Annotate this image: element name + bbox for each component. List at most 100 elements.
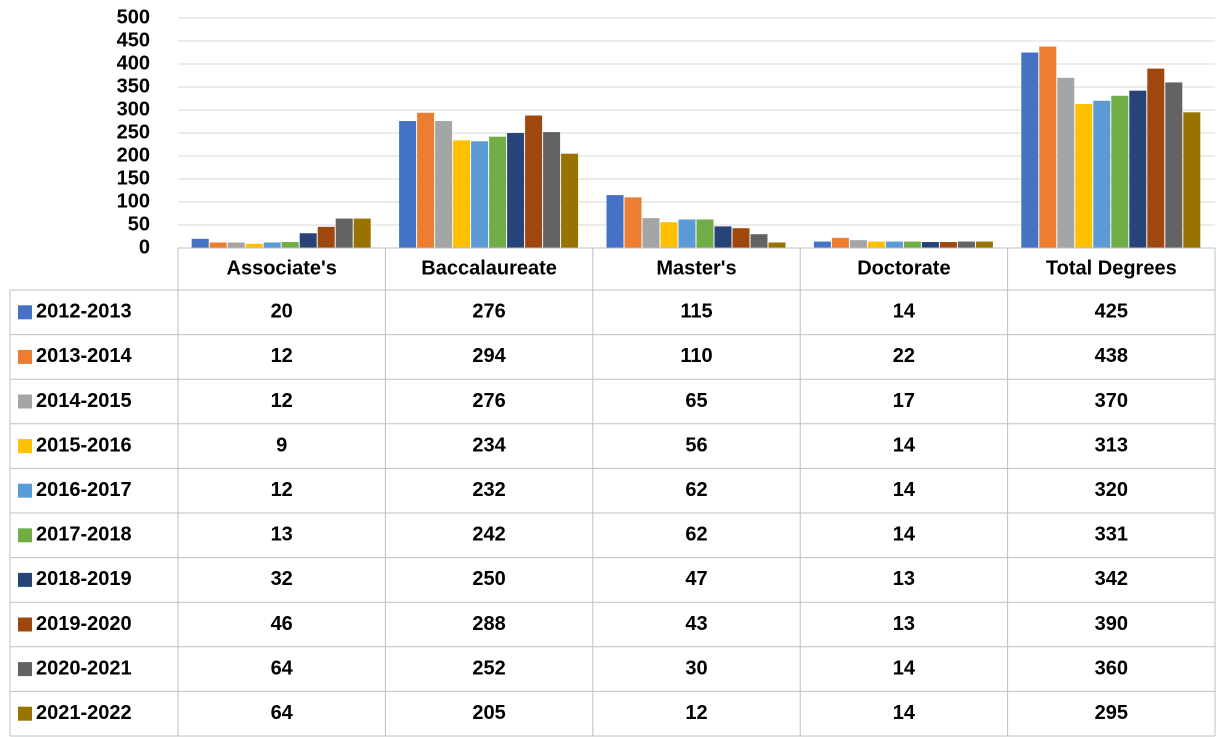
table-value: 390 [1095,613,1128,635]
bar [732,228,750,248]
table-value: 370 [1095,390,1128,412]
table-value: 342 [1095,568,1128,590]
bar [209,242,227,248]
legend-label: 2016-2017 [36,479,132,501]
bar [263,242,281,248]
bar [1111,95,1129,249]
table-value: 115 [680,301,712,323]
table-value: 234 [472,434,506,456]
table-value: 110 [680,345,712,367]
bar [525,115,543,249]
bar [1147,68,1165,248]
table-value: 425 [1095,301,1128,323]
bar [903,241,921,248]
bar [642,218,660,248]
table-value: 30 [685,657,707,679]
bar [1039,46,1057,248]
table-value: 14 [893,524,916,546]
y-tick-label: 450 [117,29,150,51]
x-tick-label: Doctorate [857,257,950,279]
legend-label: 2012-2013 [36,301,132,323]
y-tick-label: 300 [117,98,150,120]
bar [1021,52,1039,248]
table-value: 43 [685,613,707,635]
table-value: 295 [1095,702,1128,724]
table-value: 12 [271,390,293,412]
bar [561,153,579,248]
legend-swatch [18,572,32,587]
bar [1183,112,1201,248]
y-tick-label: 0 [139,236,150,258]
bar [317,226,335,248]
legend-swatch [18,349,32,364]
legend-swatch [18,617,32,632]
bar [489,136,507,248]
x-tick-label: Total Degrees [1046,257,1177,279]
table-value: 65 [685,390,707,412]
y-tick-label: 200 [117,144,150,166]
table-value: 12 [271,479,293,501]
bar [921,242,939,248]
y-tick-label: 50 [128,213,150,235]
bar [299,233,317,248]
legend-label: 2014-2015 [36,390,132,412]
table-value: 13 [893,613,915,635]
y-tick-label: 400 [117,52,150,74]
table-value: 9 [276,434,287,456]
table-value: 331 [1095,524,1128,546]
bar [191,238,209,248]
bar [471,141,489,248]
bar [849,240,867,248]
table-value: 20 [271,301,293,323]
table-value: 242 [472,524,505,546]
bar [417,112,435,248]
legend-label: 2015-2016 [36,434,132,456]
table-value: 288 [472,613,505,635]
bar [435,121,453,248]
table-value: 64 [271,702,294,724]
table-value: 252 [472,657,505,679]
table-value: 14 [893,657,916,679]
bar [624,197,642,248]
legend-swatch [18,394,32,409]
table-value: 313 [1095,434,1128,456]
table-value: 56 [685,434,707,456]
table-value: 250 [472,568,505,590]
table-value: 46 [271,613,293,635]
legend-label: 2021-2022 [36,702,132,724]
bar [1129,90,1147,249]
legend-swatch [18,439,32,454]
legend-label: 2017-2018 [36,524,132,546]
table-value: 14 [893,479,916,501]
bar [1093,100,1111,248]
bar [750,234,768,248]
bar [867,241,885,248]
table-value: 64 [271,657,294,679]
table-value: 276 [472,390,505,412]
bar [1075,104,1093,249]
y-tick-label: 150 [117,167,150,189]
x-tick-label: Master's [656,257,736,279]
bar [507,133,525,248]
table-value: 13 [271,524,293,546]
bar [543,132,561,248]
table-value: 32 [271,568,293,590]
table-value: 14 [893,301,916,323]
legend-label: 2018-2019 [36,568,132,590]
bar [1057,77,1075,248]
legend-label: 2020-2021 [36,657,132,679]
y-tick-label: 250 [117,121,150,143]
table-value: 12 [685,702,707,724]
table-value: 12 [271,345,293,367]
y-tick-label: 350 [117,75,150,97]
table-value: 320 [1095,479,1128,501]
table-value: 22 [893,345,915,367]
table-value: 62 [685,524,707,546]
table-value: 14 [893,702,916,724]
bar [831,237,849,248]
bar [678,219,696,248]
bar [660,222,678,248]
table-value: 62 [685,479,707,501]
x-tick-label: Associate's [227,257,337,279]
